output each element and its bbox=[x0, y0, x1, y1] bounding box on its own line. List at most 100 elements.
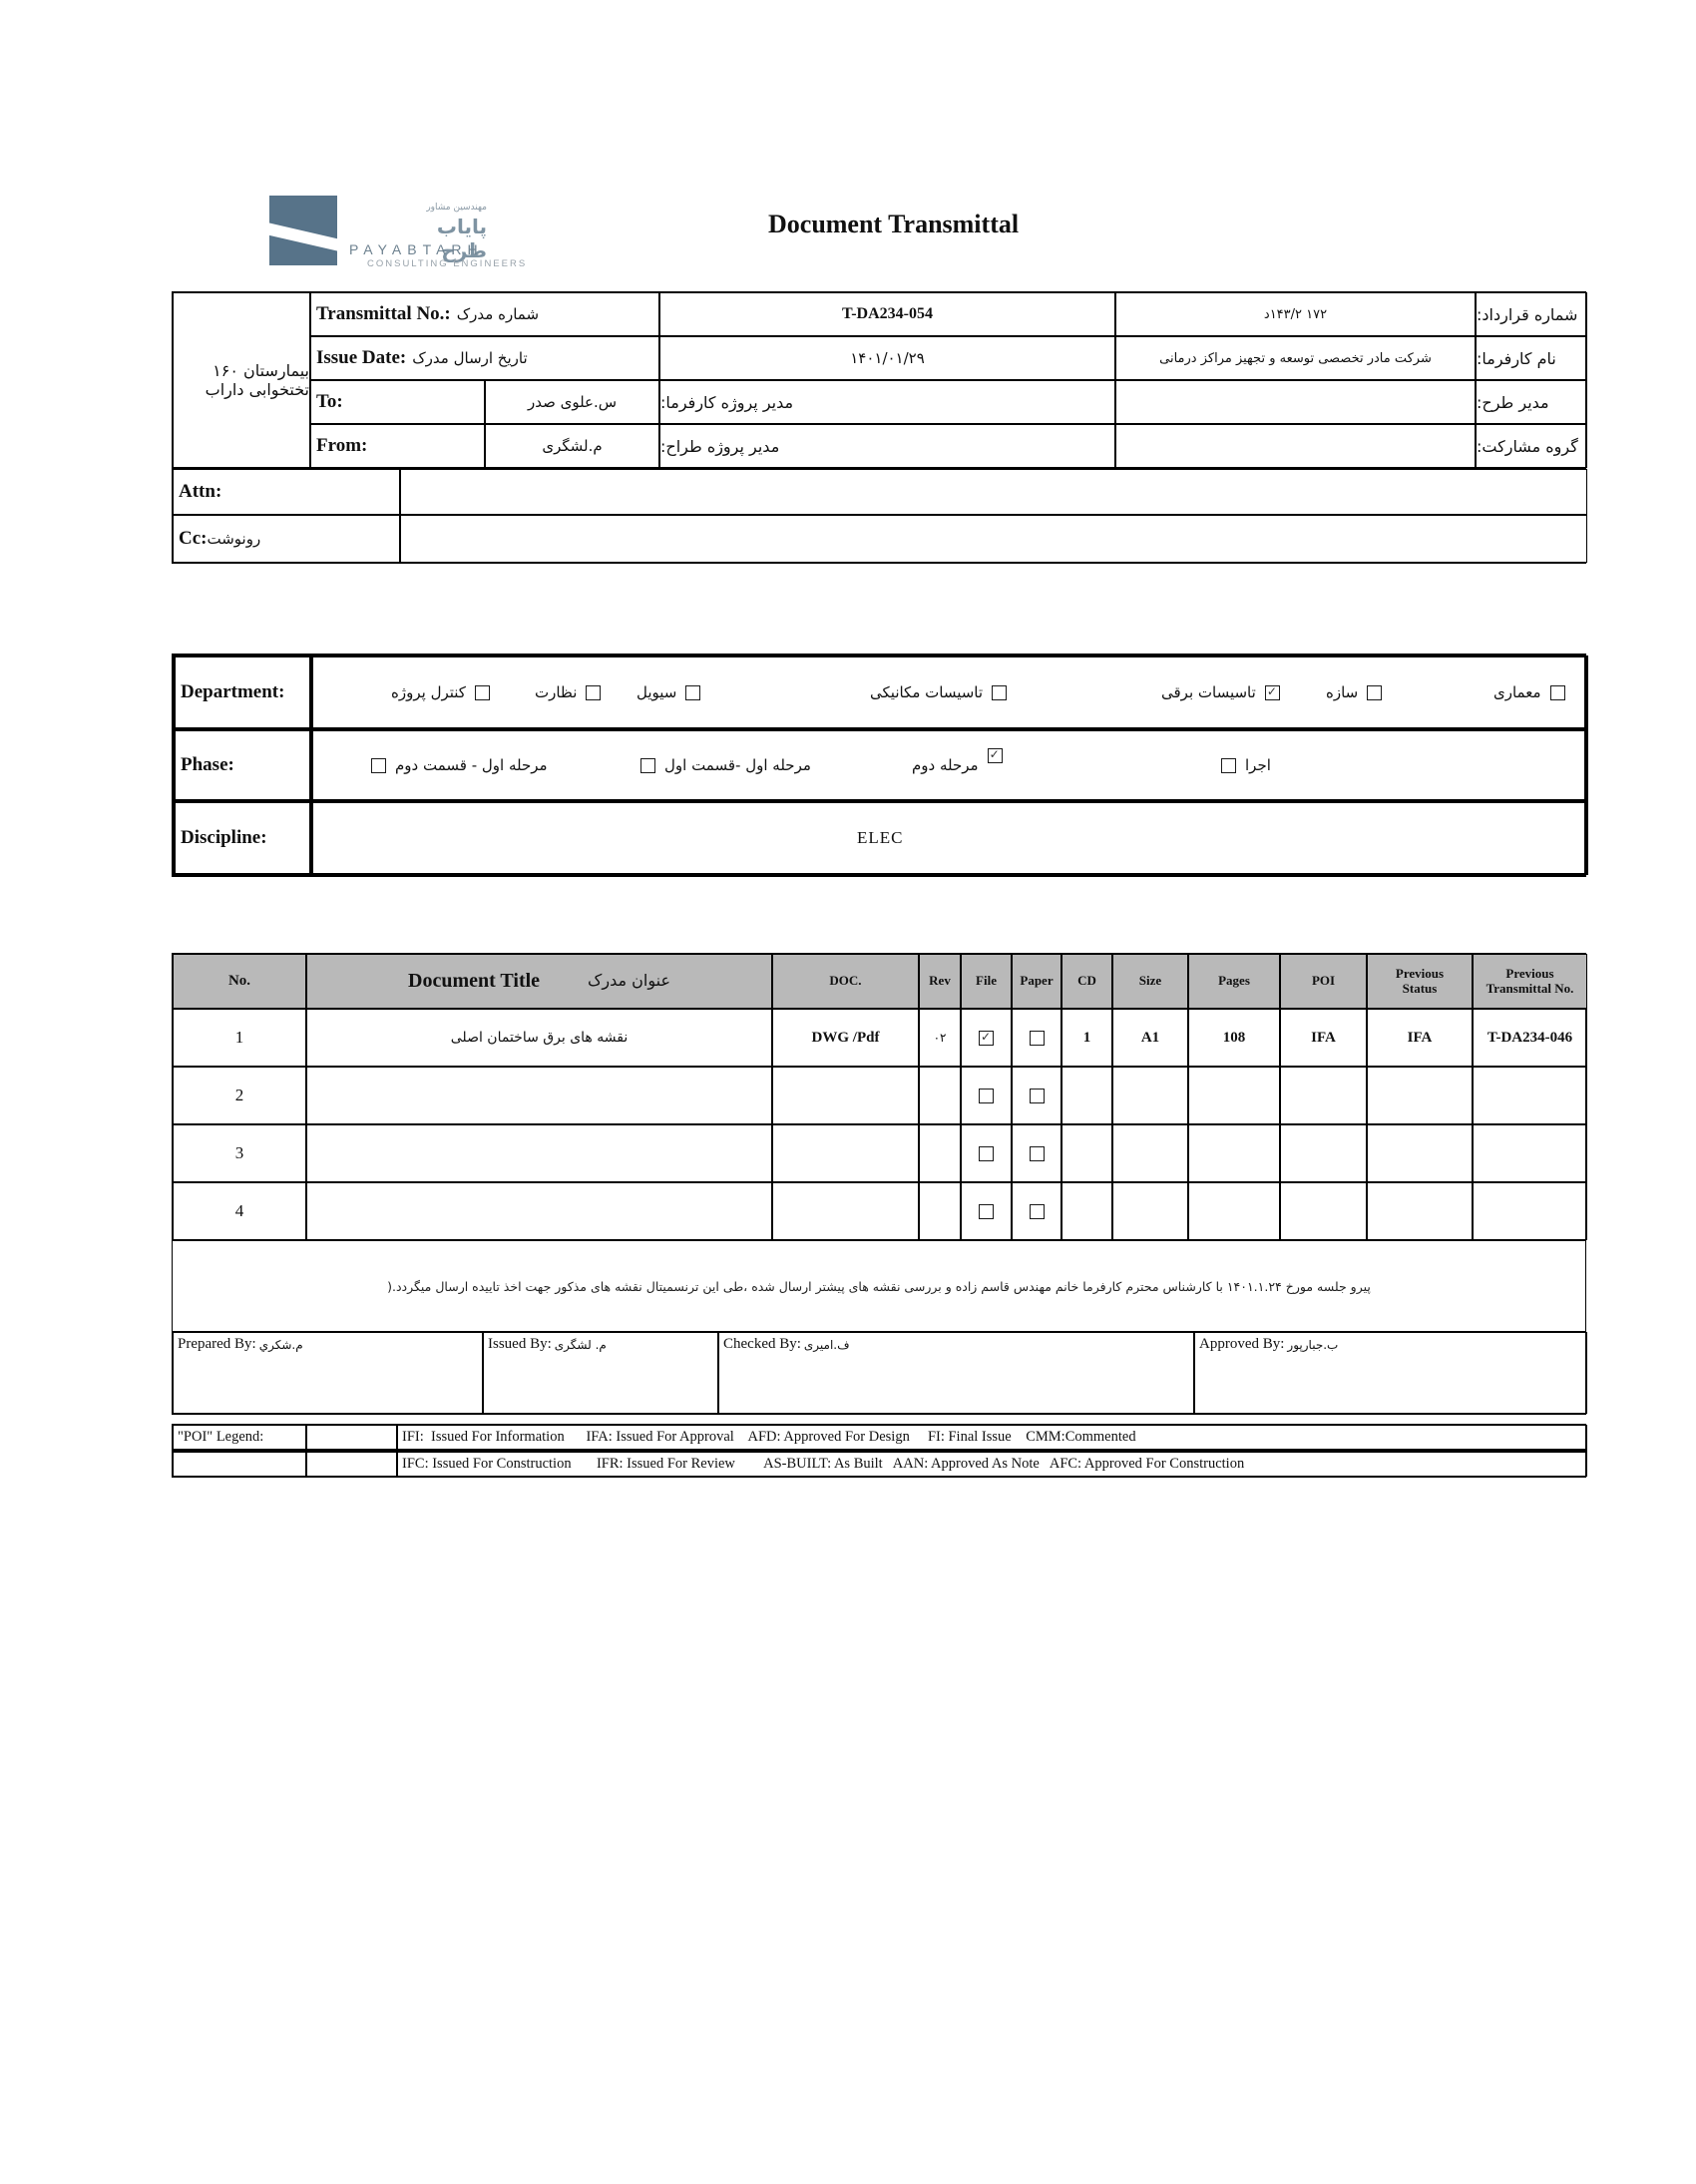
checkbox[interactable] bbox=[474, 684, 490, 700]
doc-row-poi: IFA bbox=[1280, 1009, 1367, 1067]
phase-item-execution: اجرا bbox=[1221, 756, 1271, 774]
page-title: Document Transmittal bbox=[768, 210, 1020, 238]
checkbox[interactable] bbox=[987, 747, 1003, 763]
prepared-by-cell: Prepared By: م.شكري bbox=[173, 1331, 483, 1414]
doc-row-format bbox=[772, 1182, 919, 1240]
discipline-label: Discipline: bbox=[174, 801, 311, 875]
signature-row: Prepared By: م.شكري Issued By: م. لشگری … bbox=[172, 1330, 1587, 1415]
client-pm-label: مدیر پروژه کارفرما: bbox=[659, 380, 1115, 424]
doc-row-rev bbox=[919, 1067, 961, 1124]
checkbox[interactable] bbox=[1549, 684, 1565, 700]
logo-fa-tagline: مهندسین مشاور bbox=[426, 203, 487, 213]
poi-legend: "POI" Legend: IFI: Issued For Informatio… bbox=[172, 1423, 1587, 1478]
checkbox[interactable] bbox=[992, 684, 1008, 700]
checked-by-name: ف.امیری bbox=[803, 1337, 850, 1352]
company-logo-icon bbox=[269, 196, 337, 265]
contract-no-label: شماره قرارداد: bbox=[1476, 292, 1587, 336]
checkbox[interactable] bbox=[640, 757, 655, 773]
doc-row-pages bbox=[1188, 1067, 1280, 1124]
doc-row-prev-status bbox=[1367, 1124, 1473, 1182]
transmittal-info-table: Transmittal No.: شماره مدرک T-DA234-054 … bbox=[172, 291, 1587, 564]
doc-row-paper-cell bbox=[1012, 1009, 1061, 1067]
issue-date-value: ۱۴۰۱/۰۱/۲۹ bbox=[659, 336, 1115, 380]
doc-row-prev-transmittal bbox=[1473, 1124, 1587, 1182]
poi-legend-label: "POI" Legend: bbox=[173, 1424, 306, 1450]
attn-label: Attn: bbox=[173, 469, 400, 515]
doc-row-size bbox=[1112, 1182, 1188, 1240]
dept-item-control: کنترل پروژه bbox=[391, 683, 490, 701]
col-header-prev-transmittal: Previous Transmittal No. bbox=[1473, 954, 1587, 1009]
logo-en-name: PAYABTARH bbox=[349, 241, 484, 257]
col-header-pages: Pages bbox=[1188, 954, 1280, 1009]
issue-date-label: Issue Date: تاریخ ارسال مدرک bbox=[310, 336, 659, 380]
file-checkbox[interactable] bbox=[979, 1145, 994, 1161]
attn-value bbox=[400, 469, 1587, 515]
transmittal-no-label: Transmittal No.: شماره مدرک bbox=[310, 292, 659, 336]
checkbox[interactable] bbox=[1221, 757, 1236, 773]
doc-row-no: 4 bbox=[173, 1182, 306, 1240]
doc-row-no: 2 bbox=[173, 1067, 306, 1124]
col-header-cd: CD bbox=[1061, 954, 1112, 1009]
client-name-value: شرکت مادر تخصصی توسعه و تجهیز مراکز درما… bbox=[1115, 336, 1476, 380]
checkbox[interactable] bbox=[1367, 684, 1383, 700]
doc-row-prev-status bbox=[1367, 1182, 1473, 1240]
to-label: To: bbox=[310, 380, 485, 424]
checkbox[interactable] bbox=[1264, 684, 1280, 700]
paper-checkbox[interactable] bbox=[1029, 1145, 1045, 1161]
logo-fa-name: پایاب طرح bbox=[436, 215, 487, 262]
file-checkbox[interactable] bbox=[979, 1030, 994, 1046]
doc-row-pages: 108 bbox=[1188, 1009, 1280, 1067]
project-name: بیمارستان ۱۶۰ تختخوابی داراب bbox=[173, 292, 310, 468]
doc-row-title: نقشه های برق ساختمان اصلی bbox=[306, 1009, 772, 1067]
doc-row-prev-transmittal bbox=[1473, 1067, 1587, 1124]
approved-by-name: ب.جبارپور bbox=[1287, 1337, 1339, 1352]
paper-checkbox[interactable] bbox=[1029, 1203, 1045, 1219]
doc-row-no: 3 bbox=[173, 1124, 306, 1182]
logo-en-subtitle: CONSULTING ENGINEERS bbox=[367, 258, 528, 269]
col-header-prev-status: Previous Status bbox=[1367, 954, 1473, 1009]
col-header-size: Size bbox=[1112, 954, 1188, 1009]
doc-row-paper-cell bbox=[1012, 1124, 1061, 1182]
dept-item-architecture: معماری bbox=[1493, 683, 1565, 701]
doc-row-title bbox=[306, 1182, 772, 1240]
partnership-label: گروه مشارکت: bbox=[1476, 424, 1587, 468]
remarks-text: پیرو جلسه مورخ ۱۴۰۱.۱.۲۴ با کارشناس محتر… bbox=[387, 1278, 1371, 1294]
col-header-poi: POI bbox=[1280, 954, 1367, 1009]
doc-row-prev-transmittal bbox=[1473, 1182, 1587, 1240]
paper-checkbox[interactable] bbox=[1029, 1088, 1045, 1103]
poi-legend-empty1 bbox=[173, 1449, 306, 1477]
remarks-cell: پیرو جلسه مورخ ۱۴۰۱.۱.۲۴ با کارشناس محتر… bbox=[172, 1241, 1586, 1332]
doc-row-file-cell bbox=[961, 1124, 1012, 1182]
design-manager-label: مدیر طرح: bbox=[1476, 380, 1587, 424]
doc-row-poi bbox=[1280, 1182, 1367, 1240]
col-header-rev: Rev bbox=[919, 954, 961, 1009]
paper-checkbox[interactable] bbox=[1029, 1030, 1045, 1046]
file-checkbox[interactable] bbox=[979, 1203, 994, 1219]
doc-row-format: DWG /Pdf bbox=[772, 1009, 919, 1067]
from-label: From: bbox=[310, 424, 485, 468]
phase-item-stage1-part2: مرحله اول - قسمت دوم bbox=[371, 756, 548, 774]
col-header-paper: Paper bbox=[1012, 954, 1061, 1009]
checkbox[interactable] bbox=[685, 684, 701, 700]
checkbox[interactable] bbox=[586, 684, 602, 700]
discipline-value-cell: ELEC bbox=[311, 801, 1588, 875]
col-header-file: File bbox=[961, 954, 1012, 1009]
checked-by-cell: Checked By: ف.امیری bbox=[718, 1331, 1194, 1414]
cc-value bbox=[400, 515, 1587, 563]
doc-row-rev: ۰۲ bbox=[919, 1009, 961, 1067]
doc-row-title bbox=[306, 1067, 772, 1124]
client-name-label: نام کارفرما: bbox=[1476, 336, 1587, 380]
doc-row-prev-transmittal: T-DA234-046 bbox=[1473, 1009, 1587, 1067]
col-header-no: No. bbox=[173, 954, 306, 1009]
checkbox[interactable] bbox=[371, 757, 386, 773]
doc-row-pages bbox=[1188, 1182, 1280, 1240]
file-checkbox[interactable] bbox=[979, 1088, 994, 1103]
doc-row-title bbox=[306, 1124, 772, 1182]
phase-item-stage2: مرحله دوم bbox=[912, 747, 1003, 774]
doc-row-prev-status bbox=[1367, 1067, 1473, 1124]
issued-by-cell: Issued By: م. لشگری bbox=[483, 1331, 718, 1414]
discipline-value: ELEC bbox=[857, 828, 904, 847]
department-label: Department: bbox=[174, 655, 311, 729]
approved-by-cell: Approved By: ب.جبارپور bbox=[1194, 1331, 1587, 1414]
